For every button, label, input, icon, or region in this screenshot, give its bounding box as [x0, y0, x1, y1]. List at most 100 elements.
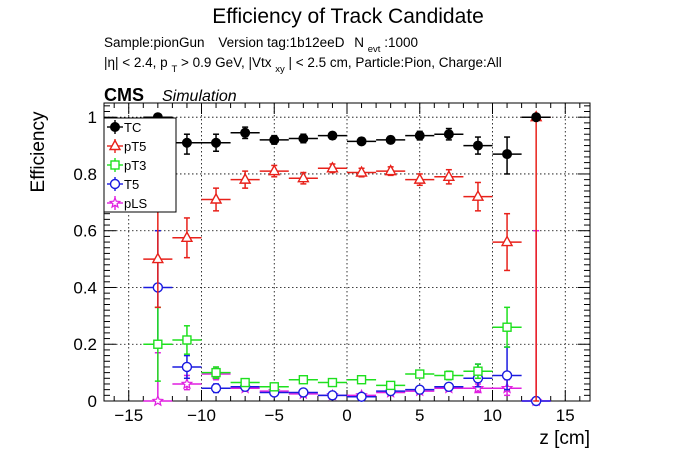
legend-entry-tc: TC: [107, 120, 141, 135]
x-tick-label: −15: [114, 406, 143, 425]
legend-entry-pt5: pT5: [107, 139, 146, 154]
data-point-tc: [376, 134, 406, 145]
info-sample: Sample:pionGun: [104, 35, 205, 50]
y-tick-label: 1: [88, 108, 97, 127]
legend-entry-pt3: pT3: [107, 158, 146, 173]
data-point-pt5: [143, 210, 173, 309]
data-point-pt5: [259, 164, 289, 178]
y-tick-label: 0.6: [73, 222, 97, 241]
info-line-1: Sample:pionGun Version tag:1b12eeD N evt…: [104, 35, 418, 55]
info-pt-sub: T: [171, 64, 177, 75]
legend-marker: [109, 178, 121, 190]
marker-pt5: [180, 230, 194, 243]
marker-tc: [211, 137, 222, 148]
marker-t5: [501, 370, 513, 381]
info-nevt-value: :1000: [384, 35, 418, 50]
marker-tc: [502, 149, 513, 160]
data-point-pt5: [347, 165, 377, 178]
marker-tc: [240, 127, 251, 138]
data-point-pt3: [201, 366, 231, 380]
info-pt-cut: > 0.9 GeV, |Vtx: [181, 55, 272, 70]
marker-pt3: [240, 377, 250, 388]
marker-tc: [443, 129, 454, 140]
marker-pt3: [182, 335, 192, 345]
data-point-pt5: [172, 217, 202, 259]
marker-pt5: [209, 192, 223, 204]
marker-pt3: [415, 369, 425, 379]
marker-pt5: [355, 165, 368, 177]
marker-tc: [414, 130, 425, 141]
data-point-pt3: [288, 375, 318, 385]
marker-tc: [327, 130, 338, 141]
legend-label: pT5: [124, 139, 146, 154]
data-point-pt3: [143, 306, 173, 382]
marker-pt5: [268, 164, 281, 176]
data-point-tc: [172, 133, 202, 155]
info-vtx-sub: xy: [275, 64, 285, 75]
marker-pt3: [356, 375, 367, 385]
data-point-pt3: [463, 363, 493, 380]
data-point-tc: [434, 127, 464, 141]
data-point-t5: [347, 391, 377, 402]
data-point-t5: [288, 387, 318, 398]
data-point-pt3: [259, 382, 289, 392]
legend: TC pT5 pT3 T5 pLS: [103, 117, 177, 213]
data-point-pt5: [317, 161, 347, 174]
marker-tc: [298, 133, 309, 144]
data-point-pt3: [492, 306, 522, 348]
marker-pt3: [153, 339, 163, 349]
data-point-pt5: [230, 170, 260, 189]
marker-pt5: [500, 235, 514, 247]
y-tick-label: 0.4: [73, 278, 97, 297]
data-point-pt3: [172, 325, 202, 355]
marker-pt3: [444, 370, 454, 381]
marker-pls: [471, 381, 485, 394]
marker-tc: [181, 137, 192, 148]
legend-marker: [108, 196, 122, 209]
legend-marker: [110, 160, 120, 170]
data-point-pt3: [347, 375, 377, 385]
data-points: [143, 110, 551, 407]
legend-label: T5: [124, 177, 139, 192]
data-point-pt3: [434, 370, 464, 381]
data-point-tc: [317, 130, 347, 141]
data-point-tc: [230, 126, 260, 140]
y-axis-label: Efficiency: [28, 111, 49, 192]
data-point-pt5: [201, 187, 231, 212]
data-point-pt3: [376, 380, 406, 391]
series-tc: [143, 112, 551, 175]
data-point-t5: [317, 390, 347, 401]
info-nevt-label: N: [354, 35, 364, 50]
legend-entry-t5: T5: [107, 177, 139, 192]
data-point-tc: [347, 136, 377, 147]
data-point-pt5: [434, 168, 464, 185]
x-tick-label: 15: [556, 406, 575, 425]
marker-tc: [356, 136, 367, 147]
x-tick-label: 0: [342, 406, 351, 425]
x-tick-label: 5: [415, 406, 424, 425]
data-point-tc: [259, 134, 289, 145]
data-point-pt3: [405, 369, 435, 379]
marker-pt3: [385, 380, 396, 391]
marker-pt5: [471, 189, 485, 201]
marker-pt5: [151, 252, 165, 264]
marker-pt3: [502, 322, 512, 332]
marker-pls: [151, 394, 165, 407]
marker-pt5: [442, 169, 456, 181]
marker-pt5: [413, 172, 426, 184]
data-point-pt5: [288, 171, 318, 185]
marker-t5: [414, 384, 425, 395]
marker-tc: [385, 134, 396, 145]
data-point-tc: [492, 136, 522, 175]
x-tick-label: 10: [483, 406, 502, 425]
marker-t5: [181, 361, 193, 373]
y-tick-label: 0: [88, 392, 97, 411]
data-point-tc: [463, 136, 493, 155]
legend-entry-pls: pLS: [107, 196, 147, 211]
data-point-t5: [172, 354, 202, 380]
data-point-t5: [201, 383, 231, 394]
info-rest: | < 2.5 cm, Particle:Pion, Charge:All: [289, 55, 502, 70]
data-point-t5: [434, 381, 464, 393]
marker-tc: [472, 140, 483, 151]
grid: [104, 103, 590, 402]
